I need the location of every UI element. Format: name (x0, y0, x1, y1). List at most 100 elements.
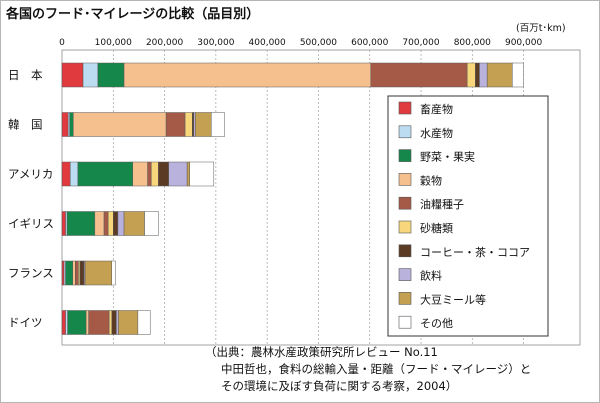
legend-label: 砂糖類 (420, 221, 453, 235)
x-tick-label: 300,000 (197, 38, 234, 48)
unit-label: (百万t･km) (516, 23, 566, 34)
chart-title: 各国のフード･マイレージの比較（品目別） (5, 6, 259, 22)
bar-segment (79, 260, 85, 286)
bar-segment (61, 161, 71, 187)
legend-box (387, 95, 549, 337)
bar-segment (512, 62, 524, 88)
bar-segment (77, 161, 134, 187)
bar-segment (466, 62, 476, 88)
legend-swatch (398, 101, 412, 115)
legend-swatch (398, 173, 412, 186)
plot-area (61, 49, 581, 346)
bar-segment (150, 161, 159, 187)
legend-label: 飲料 (420, 269, 442, 283)
bar-segment (123, 211, 145, 236)
bar-segment (475, 62, 480, 88)
bar-segment (186, 161, 190, 187)
x-tick-label: 700,000 (402, 38, 439, 48)
x-tick-label: 900,000 (505, 38, 542, 48)
legend-label: 大豆ミール等 (420, 292, 486, 306)
bar-segment (118, 310, 139, 335)
bar-segment (111, 310, 117, 335)
bar-segment (195, 112, 212, 137)
bar-segment (210, 112, 225, 137)
country-label: 韓 国 (8, 118, 43, 132)
bar-segment (111, 260, 116, 286)
bar-segment (82, 62, 99, 88)
bar-segment (168, 161, 188, 187)
bar-segment (107, 211, 114, 236)
legend-label: 油糧種子 (420, 197, 464, 211)
source-note-line: 中田哲也，食料の総輸入量・距離（フード・マイレージ）と (221, 362, 531, 376)
legend-swatch (398, 125, 412, 139)
legend: 畜産物水産物野菜・果実穀物油糧種子砂糖類コーヒー・茶・ココア飲料大豆ミール等その… (387, 95, 549, 337)
source-note-line: （出典：農林水産政策研究所レビュー No.11 (205, 345, 438, 359)
country-label: 日 本 (8, 68, 43, 82)
bar-segment (61, 112, 69, 137)
bar-segment (165, 112, 186, 137)
legend-label: 野菜・果実 (420, 150, 475, 164)
bar-segment (370, 62, 468, 88)
x-tick-label: 0 (59, 38, 65, 48)
bar-segment (69, 161, 79, 187)
x-tick-label: 200,000 (146, 38, 183, 48)
x-tick-label: 500,000 (300, 38, 337, 48)
bar-segment (184, 112, 193, 137)
bar-segment (137, 310, 151, 335)
bar-segment (486, 62, 513, 88)
bar-segment (85, 310, 89, 335)
legend-label: その他 (420, 317, 453, 330)
country-label: ドイツ (8, 316, 43, 330)
bar-segment (67, 310, 87, 335)
bar-segment (116, 310, 119, 335)
legend-swatch (398, 292, 412, 305)
bar-segment (65, 260, 74, 286)
bar-segment (73, 112, 167, 137)
bar-segment (479, 62, 488, 88)
bar-segment (66, 211, 96, 236)
stacked-bars (61, 62, 524, 335)
legend-swatch (398, 244, 412, 258)
x-axis-ticks: 0 100,000 200,000 300,000 400,000 500,000 600,… (59, 38, 542, 48)
bar-segment (94, 211, 105, 236)
bar-segment (84, 260, 112, 286)
bar-segment (61, 211, 66, 236)
bar-segment (69, 112, 74, 137)
country-label: フランス (8, 266, 54, 280)
bar-segment (88, 310, 110, 335)
country-label: イギリス (8, 217, 54, 231)
bar-segment (97, 62, 125, 88)
bar-segment (132, 161, 148, 187)
bar-segment (61, 62, 84, 88)
bar-segment (61, 260, 65, 286)
bar-segment (144, 211, 159, 236)
bar-segment (123, 62, 371, 88)
bar-segment (61, 310, 66, 335)
legend-swatch (398, 268, 412, 281)
x-tick-label: 600,000 (351, 38, 388, 48)
legend-swatch (398, 315, 412, 329)
x-tick-label: 800,000 (454, 38, 491, 48)
legend-swatch (398, 196, 412, 210)
bar-segment (65, 310, 68, 335)
legend-label: コーヒー・茶・ココア (420, 246, 530, 259)
legend-label: 畜産物 (420, 102, 453, 116)
bar-segment (108, 310, 112, 335)
bar-segment (103, 211, 109, 236)
x-tick-label: 100,000 (95, 38, 132, 48)
legend-swatch (398, 220, 412, 234)
x-tick-label: 400,000 (249, 38, 286, 48)
bar-segment (158, 161, 169, 187)
source-note: （出典：農林水産政策研究所レビュー No.11 中田哲也，食料の総輸入量・距離（… (205, 345, 531, 393)
bar-segment (72, 260, 76, 286)
legend-label: 水産物 (420, 126, 453, 140)
bar-segment (75, 260, 79, 286)
country-label: アメリカ (8, 167, 53, 181)
bar-segment (117, 211, 125, 236)
legend-swatch (398, 149, 412, 162)
bar-segment (189, 161, 215, 187)
source-note-line: その環境に及ぼす負荷に関する考察，2004） (221, 379, 457, 393)
